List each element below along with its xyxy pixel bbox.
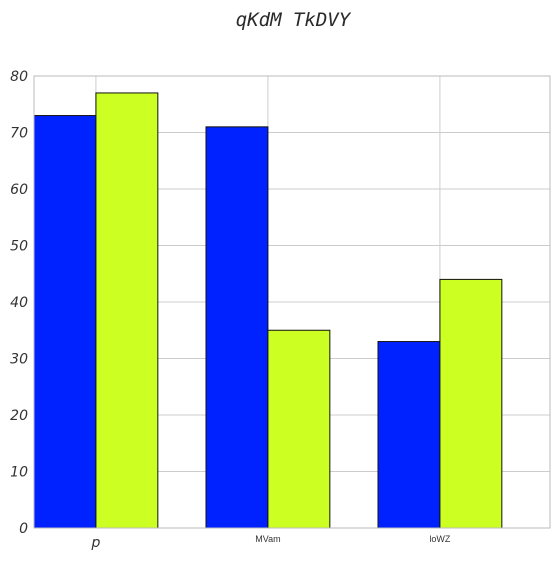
y-tick-label: 50 bbox=[10, 239, 28, 255]
bars-layer bbox=[33, 92, 503, 529]
y-tick-label: 20 bbox=[10, 408, 28, 424]
x-tick-label: MVam bbox=[255, 534, 280, 544]
bar-series2-loWZ bbox=[439, 278, 503, 529]
bar-series2-p bbox=[95, 92, 159, 529]
y-tick-label: 70 bbox=[10, 126, 28, 142]
y-tick-labels: 0 10 20 30 40 50 60 70 80 bbox=[10, 69, 28, 537]
y-tick-label: 40 bbox=[10, 295, 28, 311]
y-tick-label: 60 bbox=[10, 182, 28, 198]
bar-series2-MVam bbox=[267, 329, 331, 529]
y-tick-label: 30 bbox=[10, 352, 28, 368]
y-tick-label: 80 bbox=[10, 69, 28, 85]
y-tick-label: 10 bbox=[10, 465, 28, 481]
x-tick-label: p bbox=[90, 535, 100, 551]
y-tick-label: 0 bbox=[19, 521, 28, 537]
bar-series1-MVam bbox=[205, 126, 269, 529]
plot-frame bbox=[33, 75, 551, 529]
chart-title: qKdM TkDVY bbox=[236, 9, 352, 31]
bar-series1-loWZ bbox=[377, 341, 441, 529]
x-tick-label: loWZ bbox=[429, 534, 450, 544]
bar-series1-p bbox=[33, 115, 97, 529]
x-tick-labels: p MVam loWZ bbox=[90, 534, 450, 551]
